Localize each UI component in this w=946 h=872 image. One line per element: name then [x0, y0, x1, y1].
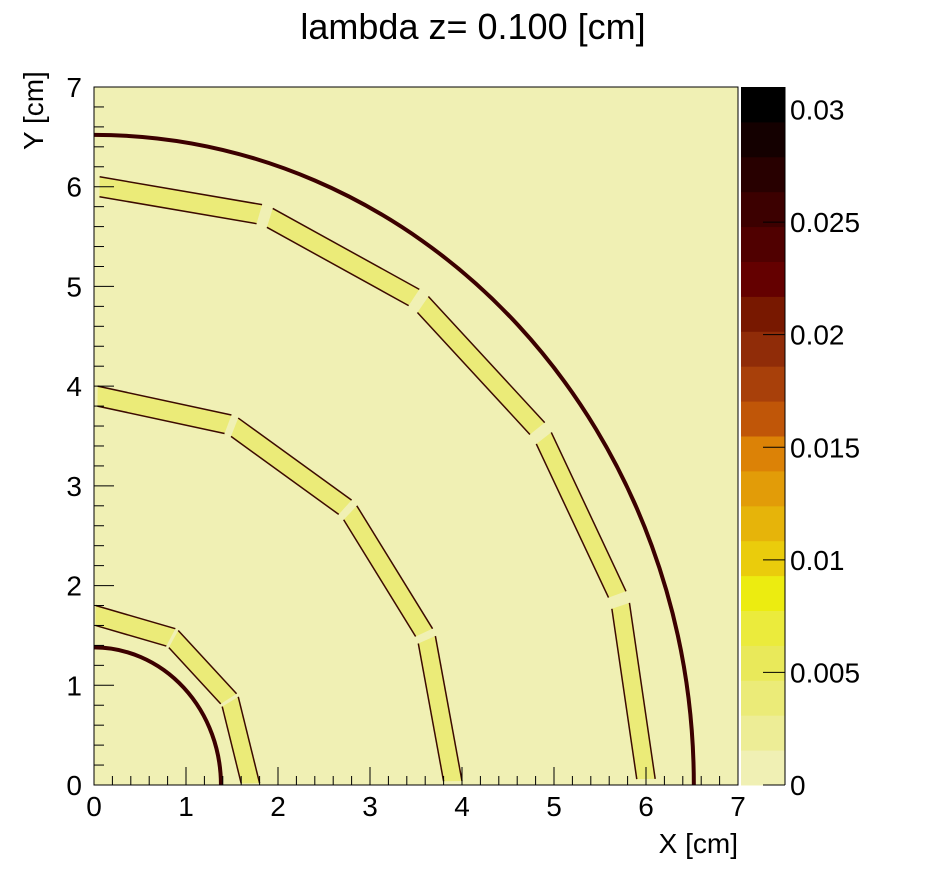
- y-tick-label: 2: [66, 571, 82, 602]
- segment-ring-3-slab: [536, 432, 626, 598]
- colorbar-bin: [741, 261, 785, 297]
- colorbar-tick-label: 0: [790, 770, 806, 801]
- y-tick-label: 4: [66, 371, 82, 402]
- segment-ring-3-inner-edge: [416, 312, 531, 435]
- colorbar-bin: [741, 540, 785, 577]
- segment-ring-2-slab: [343, 505, 433, 637]
- y-tick-label: 0: [66, 770, 82, 801]
- colorbar-tick-label: 0.01: [790, 545, 845, 576]
- x-tick-label: 0: [86, 791, 102, 822]
- segment-ring-3-slab: [611, 602, 656, 780]
- colorbar-bin: [741, 750, 785, 786]
- segment-ring-1-inner-edge: [221, 706, 242, 784]
- segment-ring-2-inner-edge: [417, 643, 445, 782]
- segment-ring-2-inner-edge: [230, 435, 340, 516]
- x-tick-label: 6: [638, 791, 654, 822]
- colorbar-bin: [741, 715, 785, 751]
- segment-ring-3-outer-edge: [99, 176, 263, 206]
- y-tick-label: 7: [66, 72, 82, 103]
- segment-ring-3-slab: [99, 176, 263, 224]
- colorbar-bin: [741, 680, 785, 716]
- segment-ring-2-slab: [231, 418, 352, 515]
- segment-ring-3-outer-edge: [550, 432, 627, 592]
- segment-ring-2-outer-edge: [237, 417, 353, 501]
- colorbar-tick-label: 0.005: [790, 657, 860, 688]
- segment-ring-3-inner-edge: [99, 195, 257, 225]
- colorbar-tick-label: 0.015: [790, 432, 860, 463]
- x-tick-label: 7: [730, 791, 746, 822]
- segment-ring-3-inner-edge: [266, 226, 410, 307]
- colorbar-tick-label: 0.03: [790, 95, 845, 126]
- colorbar-bin: [741, 156, 785, 193]
- colorbar-bin: [741, 575, 785, 611]
- segment-ring-2-slab: [418, 636, 462, 782]
- segment-ring-2-outer-edge: [97, 385, 232, 416]
- colorbar-bin: [741, 87, 785, 123]
- segment-ring-1-slab: [222, 696, 260, 784]
- colorbar-bin: [741, 436, 785, 472]
- segment-ring-3-outer-edge: [628, 602, 656, 780]
- colorbar-bin: [741, 470, 785, 507]
- segment-ring-3-outer-edge: [427, 296, 546, 424]
- segment-ring-3-slab: [266, 208, 420, 306]
- colorbar-bin: [741, 401, 785, 437]
- x-tick-label: 1: [178, 791, 194, 822]
- colorbar-tick-label: 0.025: [790, 207, 860, 238]
- segment-ring-1-outer-edge: [95, 604, 176, 630]
- inner-ring: [94, 645, 223, 785]
- segment-ring-1-inner-edge: [95, 624, 167, 647]
- colorbar-bin: [741, 226, 785, 262]
- colorbar-tick-label: 0.02: [790, 320, 845, 351]
- colorbar-bin: [741, 645, 785, 681]
- segment-ring-3-slab: [417, 296, 545, 435]
- x-axis-label: X [cm]: [658, 828, 738, 859]
- outer-ring: [94, 132, 696, 785]
- segment-ring-2-outer-edge: [356, 505, 434, 630]
- segment-ring-3-inner-edge: [535, 443, 610, 598]
- segment-ring-2-outer-edge: [434, 635, 463, 782]
- y-tick-label: 5: [66, 271, 82, 302]
- colorbar-bin: [741, 331, 785, 367]
- colorbar-bin: [741, 121, 785, 158]
- x-tick-label: 3: [362, 791, 378, 822]
- segment-ring-1-slab: [168, 630, 237, 704]
- segment-ring-2-inner-edge: [97, 405, 225, 435]
- y-tick-label: 6: [66, 172, 82, 203]
- colorbar-bin: [741, 610, 785, 646]
- colorbar-bin: [741, 191, 785, 228]
- segment-ring-3-inner-edge: [611, 608, 638, 780]
- plot-frame: [93, 86, 739, 786]
- x-tick-label: 2: [270, 791, 286, 822]
- x-tick-label: 4: [454, 791, 470, 822]
- colorbar-bin: [741, 505, 785, 542]
- chart-title: lambda z= 0.100 [cm]: [300, 6, 646, 47]
- y-tick-label: 1: [66, 670, 82, 701]
- plot-features: [94, 132, 696, 785]
- y-tick-label: 3: [66, 471, 82, 502]
- segment-ring-2-slab: [97, 386, 232, 434]
- colorbar-bin: [741, 296, 785, 332]
- segment-ring-3-outer-edge: [272, 207, 420, 291]
- segment-ring-2-inner-edge: [343, 519, 417, 637]
- colorbar-bin: [741, 366, 785, 402]
- segment-ring-1-inner-edge: [168, 647, 222, 705]
- segment-ring-1-outer-edge: [177, 629, 238, 695]
- segment-ring-1-slab: [95, 605, 176, 647]
- x-tick-label: 5: [546, 791, 562, 822]
- segment-ring-1-outer-edge: [237, 696, 261, 784]
